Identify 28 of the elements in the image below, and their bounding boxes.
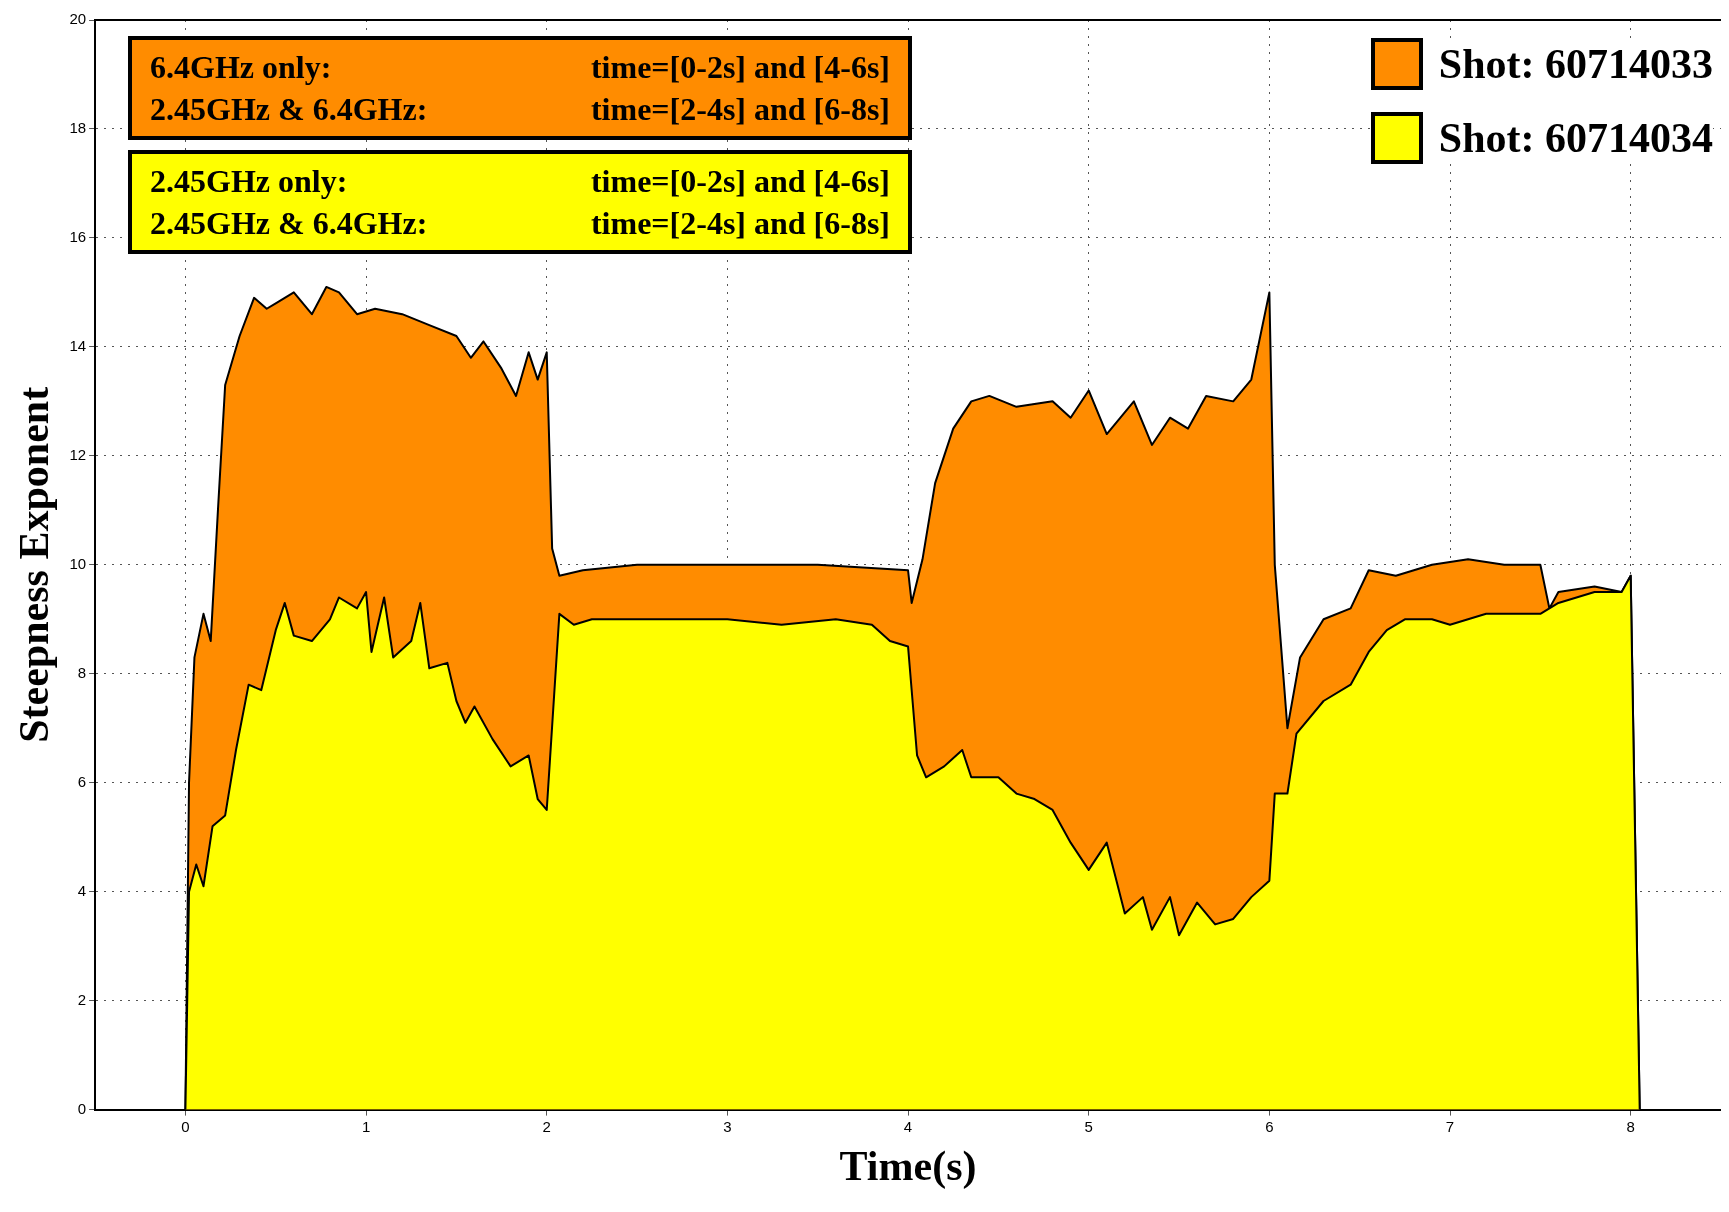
text: 2.45GHz & 6.4GHz: time=[2-4s] and [6-8s] — [150, 91, 890, 127]
y-tick-label: 8 — [77, 663, 87, 681]
x-axis-title: Time(s) — [839, 1142, 977, 1190]
y-tick-label: 12 — [69, 445, 87, 463]
y-tick-label: 2 — [77, 990, 87, 1008]
y-axis-title: Steepness Exponent — [11, 386, 58, 743]
y-tick-label: 20 — [69, 10, 87, 28]
x-tick-label: 4 — [903, 1117, 913, 1135]
x-tick-label: 0 — [181, 1117, 190, 1135]
x-tick-label: 1 — [361, 1117, 371, 1135]
y-tick-label: 14 — [69, 337, 87, 355]
text: 6.4GHz only: time=[0-2s] and [4-6s] — [150, 49, 890, 85]
legend-label: Shot: 60714033 — [1438, 40, 1713, 88]
x-tick-label: 8 — [1626, 1117, 1635, 1135]
y-tick-label: 6 — [77, 772, 87, 790]
x-tick-label: 7 — [1445, 1117, 1455, 1135]
y-tick-label: 10 — [69, 554, 87, 572]
text: 2.45GHz & 6.4GHz: time=[2-4s] and [6-8s] — [150, 205, 890, 241]
y-tick-label: 18 — [69, 119, 87, 137]
x-tick-label: 5 — [1084, 1117, 1093, 1135]
y-tick-label: 16 — [69, 228, 87, 246]
text: 2.45GHz only: time=[0-2s] and [4-6s] — [150, 163, 890, 199]
x-tick-label: 2 — [542, 1117, 551, 1135]
x-tick-label: 6 — [1265, 1117, 1274, 1135]
y-tick-label: 0 — [77, 1099, 87, 1117]
x-tick-label: 3 — [723, 1117, 732, 1135]
legend-label: Shot: 60714034 — [1438, 114, 1713, 162]
y-tick-label: 4 — [77, 881, 87, 899]
